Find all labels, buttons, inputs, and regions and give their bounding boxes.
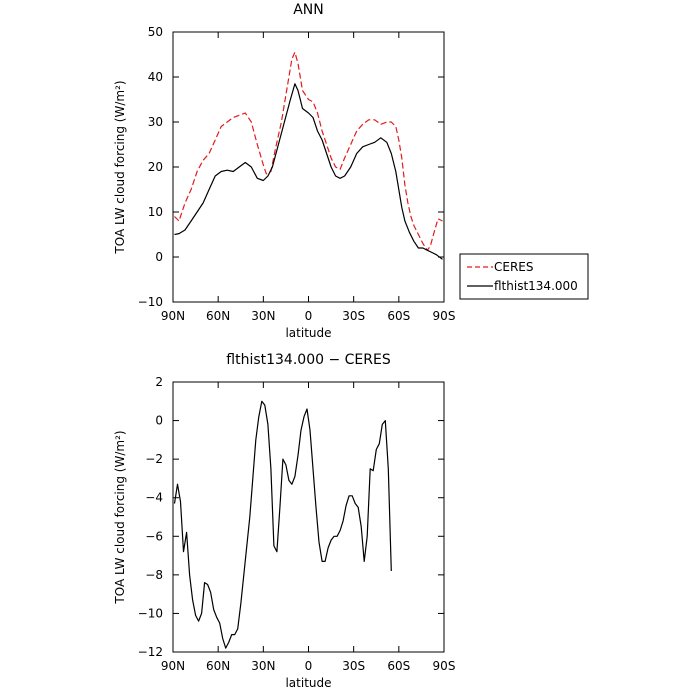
- x-tick-label: 90N: [161, 309, 185, 323]
- y-tick-label: 20: [148, 160, 163, 174]
- y-tick-label: −10: [138, 295, 163, 309]
- y-tick-label: −8: [145, 568, 163, 582]
- y-axis-title: TOA LW cloud forcing (W/m²): [113, 80, 127, 254]
- series-line-ceres: [174, 51, 443, 251]
- y-tick-label: −10: [138, 606, 163, 620]
- x-axis-title: latitude: [285, 326, 331, 340]
- chart-title: ANN: [293, 2, 324, 18]
- x-tick-label: 0: [305, 659, 313, 673]
- x-tick-label: 60S: [387, 659, 410, 673]
- legend-label-model: flthist134.000: [494, 279, 578, 293]
- y-tick-label: −6: [145, 529, 163, 543]
- y-tick-label: 2: [155, 375, 163, 389]
- x-tick-label: 90S: [433, 659, 456, 673]
- y-tick-label: 50: [148, 25, 163, 39]
- x-tick-label: 90S: [433, 309, 456, 323]
- y-tick-label: 30: [148, 115, 163, 129]
- x-tick-label: 0: [305, 309, 313, 323]
- x-tick-label: 30N: [251, 309, 275, 323]
- x-tick-label: 30S: [342, 309, 365, 323]
- bottom-panel: flthist134.000 − CERES −12 −10 −8 −6 −4 −2 0 2 90…: [113, 352, 455, 690]
- y-tick-label: 40: [148, 70, 163, 84]
- chart-title: flthist134.000 − CERES: [226, 352, 391, 368]
- y-tick-label: 0: [155, 250, 163, 264]
- y-tick-label: −12: [138, 645, 163, 659]
- legend-box: [459, 253, 589, 300]
- legend: CERES flthist134.000: [459, 253, 589, 300]
- y-tick-label: 0: [155, 414, 163, 428]
- x-tick-label: 30N: [251, 659, 275, 673]
- legend-label-ceres: CERES: [494, 260, 534, 274]
- x-tick-label: 60N: [206, 309, 230, 323]
- y-tick-label: −2: [145, 452, 163, 466]
- y-axis-title: TOA LW cloud forcing (W/m²): [113, 430, 127, 604]
- series-line-flthist134-000: [174, 83, 443, 260]
- x-tick-label: 60N: [206, 659, 230, 673]
- x-tick-label: 30S: [342, 659, 365, 673]
- x-tick-label: 60S: [387, 309, 410, 323]
- top-panel: ANN −10 0 10 20 30 40 50 90N 60N 30N 0 30S 60S 90S lati…: [113, 2, 455, 340]
- y-tick-label: 10: [148, 205, 163, 219]
- x-axis-title: latitude: [285, 676, 331, 690]
- series-line-difference: [173, 400, 392, 649]
- x-tick-label: 90N: [161, 659, 185, 673]
- y-tick-label: −4: [145, 491, 163, 505]
